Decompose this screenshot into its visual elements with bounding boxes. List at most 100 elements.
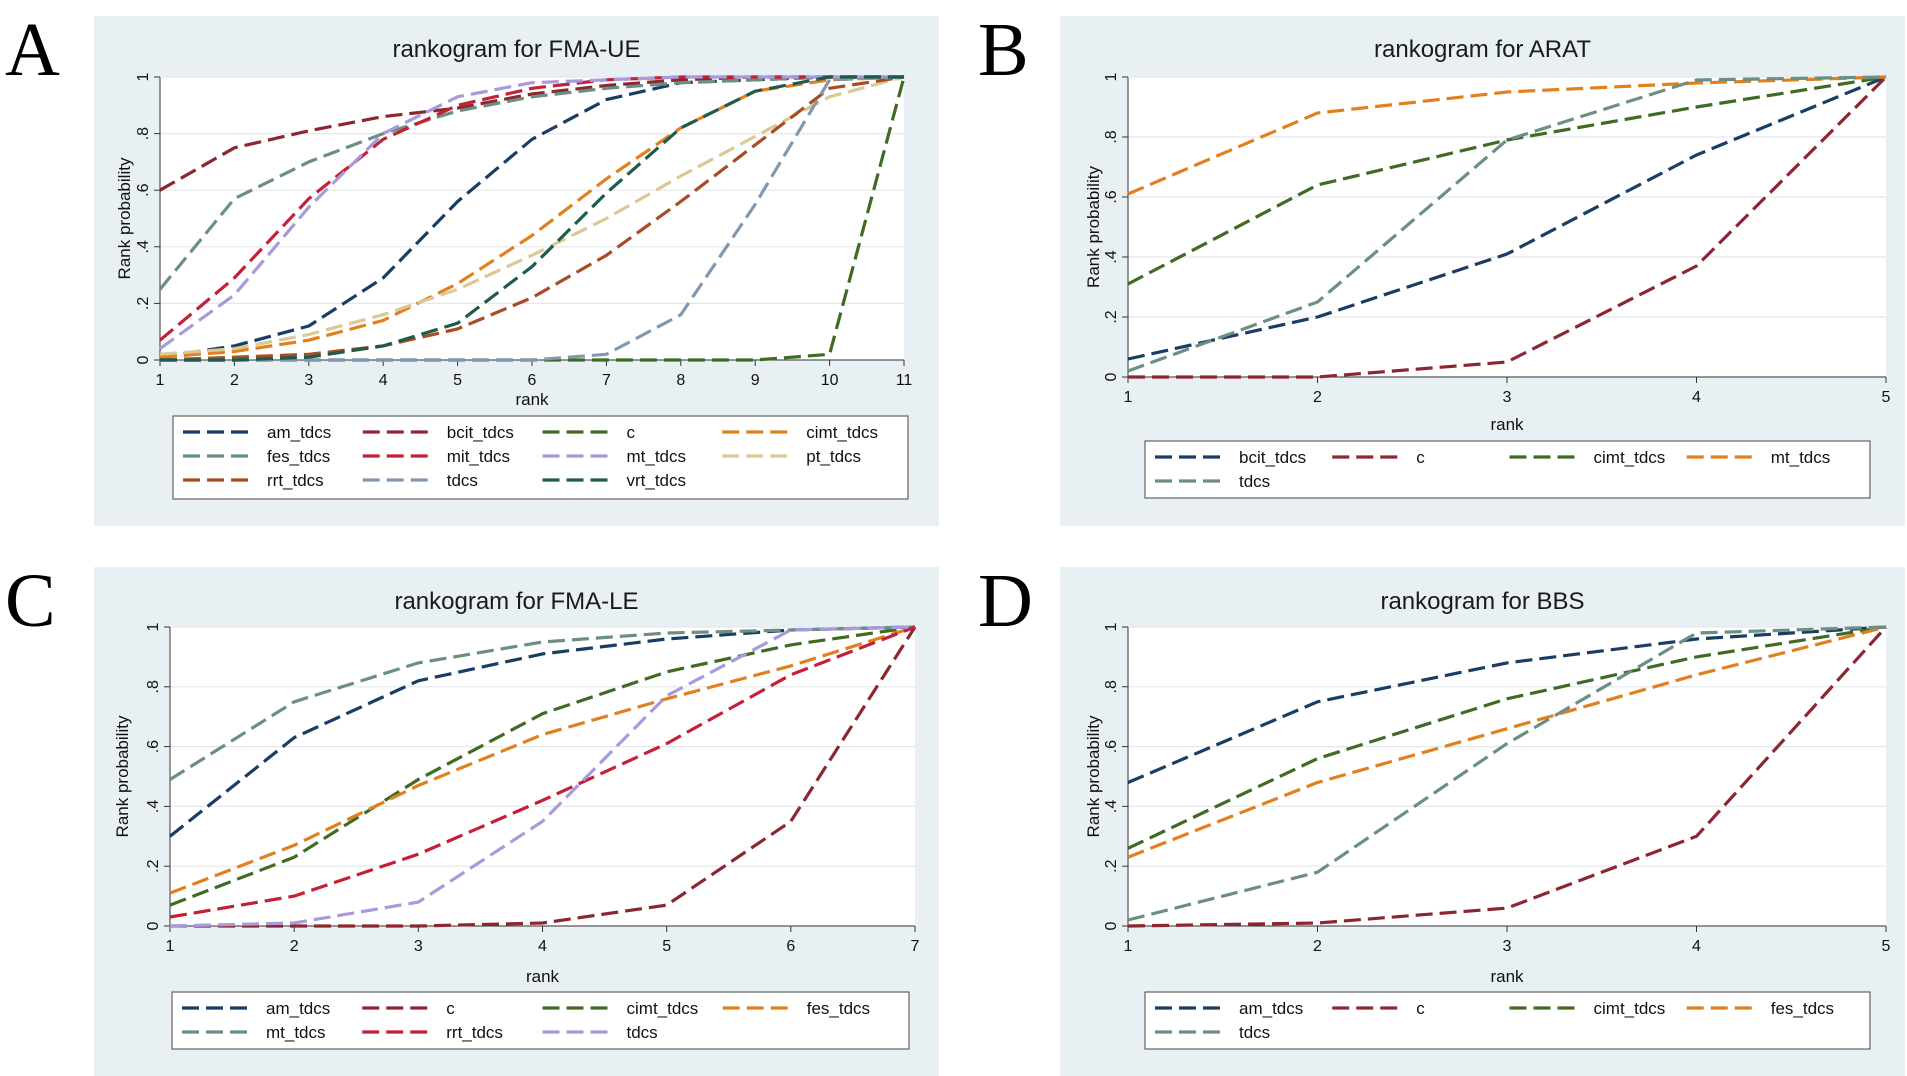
legend-label-cimt_tdcs: cimt_tdcs (806, 423, 878, 442)
y-tick-label: .2 (145, 859, 162, 872)
legend-label-fes_tdcs: fes_tdcs (1771, 999, 1834, 1018)
legend-label-am_tdcs: am_tdcs (1239, 999, 1303, 1018)
x-tick-label: 5 (662, 938, 671, 955)
y-axis-label: Rank probability (113, 715, 132, 837)
y-tick-label: 1 (1103, 622, 1120, 631)
legend-label-mt_tdcs: mt_tdcs (627, 447, 687, 466)
y-tick-label: .4 (145, 800, 162, 813)
panel-letter: A (5, 8, 60, 92)
y-tick-label: .6 (1103, 190, 1120, 203)
y-tick-label: 0 (1103, 372, 1120, 381)
x-tick-label: 8 (676, 372, 685, 389)
legend-label-cimt_tdcs: cimt_tdcs (1594, 999, 1666, 1018)
x-tick-label: 10 (821, 372, 839, 389)
y-tick-label: 1 (145, 622, 162, 631)
x-tick-label: 4 (1692, 389, 1701, 406)
x-tick-label: 1 (1124, 389, 1133, 406)
series-line-mt_tdcs (159, 75, 904, 350)
series-line-cimt_tdcs (169, 625, 916, 907)
legend-label-c: c (1416, 999, 1425, 1018)
panel-letter: C (5, 559, 56, 643)
series-line-fes_tdcs (169, 625, 916, 895)
y-tick-label: .6 (145, 740, 162, 753)
x-tick-label: 2 (290, 938, 299, 955)
y-tick-label: .4 (1103, 800, 1120, 813)
legend-label-tdcs: tdcs (447, 471, 478, 490)
plot-area (170, 627, 915, 926)
legend (1144, 991, 1871, 1050)
x-tick-label: 2 (1313, 389, 1322, 406)
series-line-pt_tdcs (159, 75, 905, 356)
x-tick-label: 4 (379, 372, 388, 389)
x-tick-label: 5 (1882, 938, 1891, 955)
y-tick-label: .2 (1103, 859, 1120, 872)
series-line-mt_tdcs (169, 625, 916, 781)
x-tick-label: 3 (304, 372, 313, 389)
x-tick-label: 6 (786, 938, 795, 955)
y-tick-label: .2 (135, 297, 152, 310)
series-line-c (1128, 75, 1888, 379)
y-tick-label: .6 (1103, 740, 1120, 753)
series-line-rrt_tdcs (169, 625, 916, 919)
x-axis-label: rank (1490, 415, 1524, 434)
y-tick-label: .4 (135, 240, 152, 253)
series-line-fes_tdcs (158, 75, 904, 291)
series-line-cimt_tdcs (159, 75, 905, 359)
series-line-vrt_tdcs (160, 75, 904, 362)
plot-area (1128, 627, 1886, 926)
panel-letter: D (978, 559, 1033, 643)
x-tick-label: 5 (1882, 389, 1891, 406)
legend-label-tdcs: tdcs (627, 1023, 658, 1042)
chart-title: rankogram for FMA-UE (392, 36, 640, 63)
chart-title: rankogram for FMA-LE (394, 588, 638, 615)
legend-label-am_tdcs: am_tdcs (266, 999, 330, 1018)
series-line-tdcs (160, 75, 905, 362)
legend-label-mt_tdcs: mt_tdcs (266, 1023, 326, 1042)
legend-label-fes_tdcs: fes_tdcs (807, 999, 870, 1018)
legend-label-c: c (1416, 448, 1425, 467)
series-line-mit_tdcs (158, 75, 904, 342)
x-axis-label: rank (515, 390, 549, 409)
y-tick-label: .8 (135, 127, 152, 140)
chart-title: rankogram for BBS (1380, 588, 1584, 615)
x-tick-label: 4 (538, 938, 547, 955)
legend-label-tdcs: tdcs (1239, 472, 1270, 491)
y-tick-label: 1 (1103, 72, 1120, 81)
series-line-mt_tdcs (1127, 75, 1887, 196)
series-line-fes_tdcs (1127, 625, 1887, 859)
y-tick-label: .2 (1103, 310, 1120, 323)
legend-label-am_tdcs: am_tdcs (267, 423, 331, 442)
legend-label-fes_tdcs: fes_tdcs (267, 447, 330, 466)
plot-area (1128, 77, 1886, 377)
y-tick-label: .8 (1103, 680, 1120, 693)
x-tick-label: 3 (414, 938, 423, 955)
y-axis-label: Rank probability (115, 157, 134, 279)
x-axis-label: rank (526, 967, 560, 986)
x-tick-label: 2 (1313, 938, 1322, 955)
y-axis-label: Rank probability (1084, 715, 1103, 837)
x-tick-label: 1 (156, 372, 165, 389)
series-line-tdcs (1127, 625, 1887, 922)
x-tick-label: 7 (911, 938, 920, 955)
x-tick-label: 2 (230, 372, 239, 389)
legend-label-rrt_tdcs: rrt_tdcs (446, 1023, 503, 1042)
series-line-c (170, 626, 917, 928)
x-axis-label: rank (1490, 967, 1524, 986)
legend (171, 991, 910, 1050)
series-line-bcit_tdcs (1127, 75, 1887, 361)
legend-label-rrt_tdcs: rrt_tdcs (267, 471, 324, 490)
legend-label-mit_tdcs: mit_tdcs (447, 447, 510, 466)
series-line-rrt_tdcs (159, 75, 905, 362)
legend-label-vrt_tdcs: vrt_tdcs (627, 471, 687, 490)
chart-title: rankogram for ARAT (1374, 36, 1591, 63)
y-tick-label: 0 (135, 355, 152, 364)
x-tick-label: 5 (453, 372, 462, 389)
y-tick-label: 0 (145, 921, 162, 930)
x-tick-label: 3 (1503, 389, 1512, 406)
x-tick-label: 11 (896, 372, 913, 389)
